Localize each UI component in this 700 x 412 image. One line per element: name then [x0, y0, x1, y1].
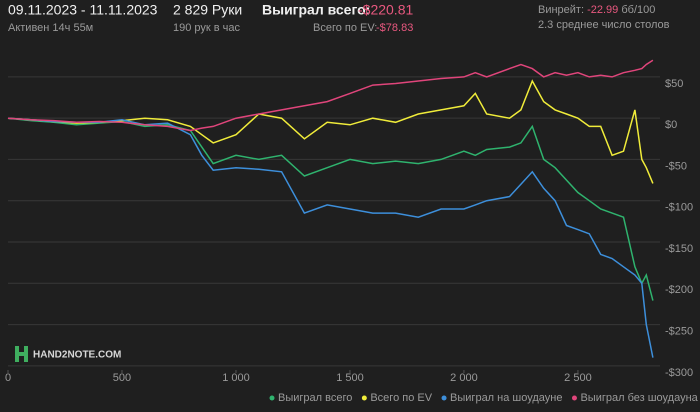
tables: 2.3 среднее число столов — [538, 19, 670, 31]
y-tick-label: -$250 — [665, 325, 693, 337]
winrate-unit: бб/100 — [621, 4, 655, 16]
y-tick-label: $50 — [665, 78, 683, 90]
x-tick-label: 2 000 — [450, 372, 478, 384]
won-label: Выиграл всего: — [262, 2, 370, 18]
legend-swatch — [361, 395, 367, 401]
ev-label: Всего по EV: — [313, 22, 377, 34]
y-tick-label: -$200 — [665, 284, 693, 296]
legend-swatch — [441, 395, 447, 401]
hands-rate: 190 рук в час — [173, 22, 241, 34]
y-tick-label: -$300 — [665, 367, 693, 379]
y-tick-label: -$150 — [665, 243, 693, 255]
won-value: -$220.81 — [358, 2, 413, 18]
logo-mark — [15, 352, 28, 356]
x-tick-label: 2 500 — [564, 372, 592, 384]
x-tick-label: 1 500 — [336, 372, 364, 384]
legend-label: Выиграл всего — [278, 392, 352, 404]
hands: 2 829 Руки — [173, 2, 242, 18]
x-tick-label: 1 000 — [222, 372, 250, 384]
y-tick-label: -$50 — [665, 160, 687, 172]
ev-value: -$78.83 — [376, 22, 413, 34]
active-time: Активен 14ч 55м — [8, 22, 93, 34]
logo: HAND2NOTE.COM — [33, 350, 121, 361]
winrate-label: Винрейт: — [538, 4, 584, 16]
series-line — [7, 117, 654, 358]
legend-label: Всего по EV — [370, 392, 432, 404]
series-line — [7, 79, 654, 184]
legend-swatch — [269, 395, 275, 401]
y-tick-label: $0 — [665, 119, 677, 131]
x-tick-label: 500 — [113, 372, 131, 384]
series-line — [7, 59, 654, 132]
legend-swatch — [571, 395, 577, 401]
x-tick-label: 0 — [5, 372, 11, 384]
winrate: Винрейт: -22.99 бб/100 — [538, 4, 655, 16]
plot: $50 $0 -$50 -$100 -$150 -$200 -$250 -$300 0 500 1 … — [5, 59, 699, 404]
winrate-value: -22.99 — [587, 4, 618, 16]
legend-label: Выиграл на шоудауне — [450, 392, 562, 404]
legend-label: Выиграл без шоудауна — [580, 392, 698, 404]
y-tick-label: -$100 — [665, 202, 693, 214]
date-range: 09.11.2023 - 11.11.2023 — [8, 2, 158, 18]
